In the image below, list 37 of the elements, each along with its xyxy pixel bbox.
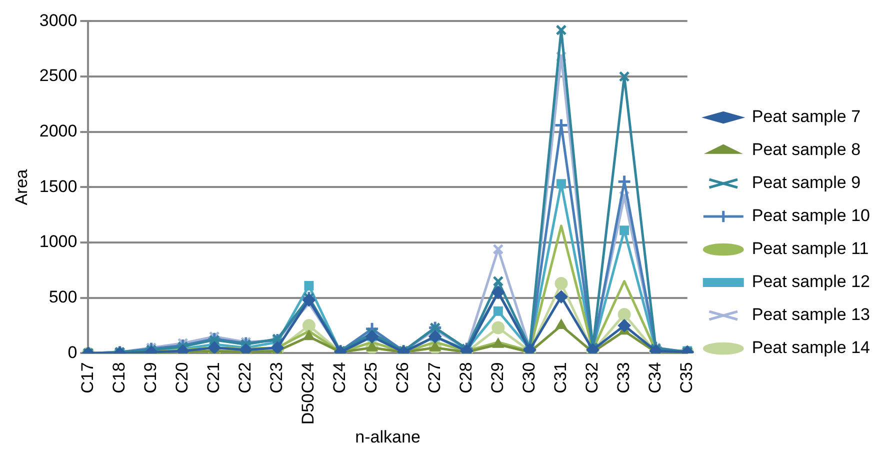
legend-label: Peat sample 12: [752, 272, 870, 292]
x-tick-label: C33: [614, 362, 633, 394]
y-tick-label: 2500: [39, 66, 78, 86]
x-tick-label: C28: [456, 362, 476, 394]
y-tick-label: 2000: [39, 122, 78, 141]
x-tick-label: C29: [488, 362, 507, 394]
x-tick-label: C26: [393, 362, 412, 394]
x-tick-label: C21: [204, 362, 224, 394]
legend-label: Peat sample 10: [752, 206, 870, 226]
x-tick-label: C19: [140, 362, 160, 394]
x-tick-label: C18: [109, 362, 128, 394]
legend-label: Peat sample 7: [752, 107, 861, 126]
y-tick-label: 500: [48, 288, 78, 307]
x-tick-label: C24: [330, 362, 350, 394]
x-tick-label: C32: [582, 362, 602, 394]
legend-label: Peat sample 14: [752, 338, 870, 358]
x-tick-label: C17: [78, 362, 97, 394]
y-tick-label: 1000: [39, 232, 78, 252]
y-tick-label: 1500: [39, 176, 78, 196]
x-tick-label: C35: [677, 362, 696, 394]
x-tick-label: C25: [362, 362, 381, 394]
x-tick-label: C30: [519, 362, 538, 394]
x-tick-label: C34: [646, 362, 665, 394]
y-axis-title: Area: [12, 168, 31, 206]
y-tick-label: 0: [68, 342, 78, 362]
x-tick-label: D50C24: [298, 362, 318, 425]
legend-label: Peat sample 8: [752, 140, 861, 160]
legend-label: Peat sample 9: [752, 173, 861, 192]
y-tick-label: 3000: [39, 10, 78, 30]
x-tick-label: C22: [236, 362, 255, 394]
x-axis-title: n-alkane: [355, 427, 420, 446]
x-tick-label: C31: [550, 362, 570, 394]
x-tick-label: C23: [267, 362, 286, 394]
x-tick-label: C20: [172, 362, 192, 394]
legend-label: Peat sample 11: [752, 239, 869, 258]
x-tick-label: C27: [424, 362, 444, 394]
legend-label: Peat sample 13: [752, 305, 870, 324]
